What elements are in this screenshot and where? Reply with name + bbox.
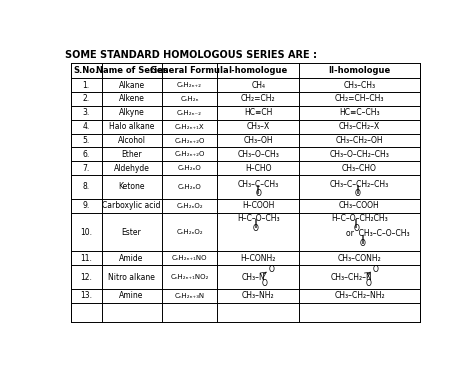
Text: Alkane: Alkane (118, 80, 145, 90)
Text: HC≡CH: HC≡CH (244, 108, 273, 117)
Text: CₙH₂ₙO: CₙH₂ₙO (178, 165, 201, 171)
Text: ‖: ‖ (256, 185, 260, 194)
Text: CH₃–CHO: CH₃–CHO (342, 164, 377, 173)
Text: CH₃–X: CH₃–X (246, 122, 270, 131)
Text: II-homologue: II-homologue (328, 66, 391, 75)
Text: 8.: 8. (82, 182, 90, 192)
Text: CH₂=CH₂: CH₂=CH₂ (241, 94, 276, 103)
Text: 7.: 7. (82, 164, 90, 173)
Text: Alcohol: Alcohol (118, 136, 146, 145)
Text: or  CH₃–C–O–CH₃: or CH₃–C–O–CH₃ (346, 229, 409, 238)
Text: 3.: 3. (82, 108, 90, 117)
Text: ‖: ‖ (361, 235, 365, 244)
Text: Amide: Amide (119, 254, 144, 263)
Text: CₙH₂ₙ₊₂O: CₙH₂ₙ₊₂O (174, 151, 205, 158)
Text: ‖: ‖ (355, 219, 358, 228)
Text: Nitro alkane: Nitro alkane (108, 273, 155, 282)
Text: O: O (354, 224, 359, 232)
Text: CₙH₂ₙO: CₙH₂ₙO (178, 184, 201, 190)
Text: CₙH₂ₙ₊₁X: CₙH₂ₙ₊₁X (174, 124, 204, 130)
Text: Aldehyde: Aldehyde (114, 164, 149, 173)
Text: CH₃–NH₂: CH₃–NH₂ (242, 291, 274, 300)
Text: Ether: Ether (121, 150, 142, 159)
Text: CH₃–OH: CH₃–OH (244, 136, 273, 145)
Text: H–CHO: H–CHO (245, 164, 272, 173)
Text: CH₃–O–CH₃: CH₃–O–CH₃ (237, 150, 279, 159)
Text: O: O (255, 189, 261, 198)
Text: CH₃–COOH: CH₃–COOH (339, 201, 380, 210)
Text: Alkene: Alkene (118, 94, 145, 103)
Text: H–COOH: H–COOH (242, 201, 274, 210)
Text: Alkyne: Alkyne (118, 108, 145, 117)
Text: CH₃–CH₂–X: CH₃–CH₂–X (339, 122, 380, 131)
Text: CₙH₂ₙ: CₙH₂ₙ (180, 96, 199, 102)
Text: 5.: 5. (82, 136, 90, 145)
Text: CₙH₂ₙO₂: CₙH₂ₙO₂ (176, 203, 203, 209)
Text: CH₃–C–CH₃: CH₃–C–CH₃ (237, 180, 279, 189)
Text: 10.: 10. (80, 228, 92, 237)
Text: 6.: 6. (82, 150, 90, 159)
Text: 12.: 12. (80, 273, 92, 282)
Text: CH₂=CH–CH₃: CH₂=CH–CH₃ (335, 94, 384, 103)
Text: Name of Series: Name of Series (96, 66, 167, 75)
Text: HC≡C–CH₃: HC≡C–CH₃ (339, 108, 380, 117)
Text: Ester: Ester (122, 228, 141, 237)
Text: CₙH₂ₙO₂: CₙH₂ₙO₂ (176, 229, 203, 235)
Text: O: O (269, 265, 274, 274)
Text: CₙH₂ₙ₊₁NO: CₙH₂ₙ₊₁NO (172, 255, 207, 261)
Text: CₙH₂ₙ₊₃N: CₙH₂ₙ₊₃N (174, 293, 204, 299)
Text: 9.: 9. (82, 201, 90, 210)
Text: CₙH₂ₙ₊₂: CₙH₂ₙ₊₂ (177, 82, 202, 88)
Text: O: O (253, 224, 259, 232)
Text: H–CONH₂: H–CONH₂ (241, 254, 276, 263)
Text: O: O (262, 279, 267, 289)
Text: 2.: 2. (82, 94, 90, 103)
Text: General Formula: General Formula (150, 66, 229, 75)
Text: I-homologue: I-homologue (228, 66, 288, 75)
Text: ‖: ‖ (356, 185, 360, 194)
Text: O: O (360, 239, 365, 248)
Text: CH₃–C–CH₂–CH₃: CH₃–C–CH₂–CH₃ (330, 180, 389, 189)
Text: 4.: 4. (82, 122, 90, 131)
Text: CH₃–O–CH₂–CH₃: CH₃–O–CH₂–CH₃ (329, 150, 390, 159)
Text: Halo alkane: Halo alkane (109, 122, 154, 131)
Text: 1.: 1. (82, 80, 90, 90)
Text: CₙH₂ₙ₋₂: CₙH₂ₙ₋₂ (177, 110, 202, 116)
Text: 13.: 13. (80, 291, 92, 300)
Text: CH₃–N: CH₃–N (242, 273, 265, 282)
Text: SOME STANDARD HOMOLOGOUS SERIES ARE :: SOME STANDARD HOMOLOGOUS SERIES ARE : (65, 50, 318, 60)
Text: H–C–O–CH₂CH₃: H–C–O–CH₂CH₃ (331, 214, 388, 223)
Text: S.No.: S.No. (73, 66, 99, 75)
Text: CH₃–CH₂–N: CH₃–CH₂–N (331, 273, 373, 282)
Text: CH₃–CH₃: CH₃–CH₃ (343, 80, 375, 90)
Text: 11.: 11. (80, 254, 92, 263)
Text: CₙH₂ₙ₊₂O: CₙH₂ₙ₊₂O (174, 138, 205, 144)
Text: Carboxylic acid: Carboxylic acid (102, 201, 161, 210)
Text: O: O (366, 279, 372, 289)
Text: Ketone: Ketone (118, 182, 145, 192)
Text: CH₃–CH₂–NH₂: CH₃–CH₂–NH₂ (334, 291, 385, 300)
Text: CH₄: CH₄ (251, 80, 265, 90)
Text: O: O (373, 265, 379, 274)
Text: CₙH₂ₙ₊₁NO₂: CₙH₂ₙ₊₁NO₂ (170, 274, 209, 280)
Text: H–C–O–CH₃: H–C–O–CH₃ (237, 214, 280, 223)
Text: CH₃–CONH₂: CH₃–CONH₂ (337, 254, 382, 263)
Text: O: O (355, 189, 361, 198)
Text: Amine: Amine (119, 291, 144, 300)
Text: CH₃–CH₂–OH: CH₃–CH₂–OH (336, 136, 383, 145)
Text: ‖: ‖ (254, 219, 258, 228)
